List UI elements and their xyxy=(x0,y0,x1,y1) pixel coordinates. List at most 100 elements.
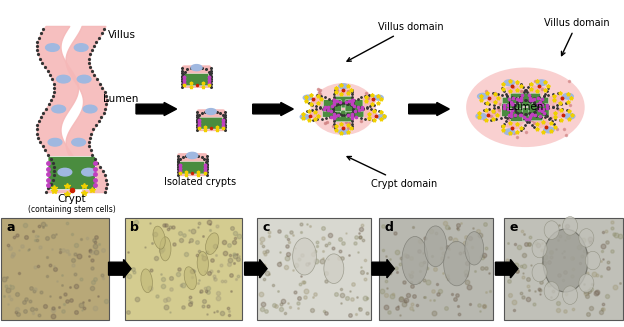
FancyBboxPatch shape xyxy=(510,108,530,121)
FancyBboxPatch shape xyxy=(323,106,341,117)
Circle shape xyxy=(504,80,514,86)
Ellipse shape xyxy=(141,269,152,293)
Text: c: c xyxy=(262,221,270,234)
FancyBboxPatch shape xyxy=(197,109,225,131)
FancyBboxPatch shape xyxy=(504,218,623,319)
Circle shape xyxy=(72,138,85,146)
Text: Lumen: Lumen xyxy=(103,94,139,104)
Ellipse shape xyxy=(543,229,588,292)
Text: Villus: Villus xyxy=(108,30,136,40)
Polygon shape xyxy=(515,104,551,128)
Ellipse shape xyxy=(153,226,165,249)
Ellipse shape xyxy=(465,232,484,265)
FancyBboxPatch shape xyxy=(522,108,543,121)
Circle shape xyxy=(563,94,573,99)
Ellipse shape xyxy=(160,237,171,261)
Circle shape xyxy=(300,114,310,119)
Circle shape xyxy=(77,75,91,83)
Text: Lumen: Lumen xyxy=(508,102,543,112)
FancyBboxPatch shape xyxy=(529,97,548,111)
Ellipse shape xyxy=(544,221,559,239)
FancyBboxPatch shape xyxy=(177,153,207,176)
Circle shape xyxy=(191,65,202,71)
Polygon shape xyxy=(310,97,348,114)
Circle shape xyxy=(83,105,97,113)
FancyBboxPatch shape xyxy=(180,162,205,174)
Ellipse shape xyxy=(544,282,559,300)
Polygon shape xyxy=(340,104,378,118)
FancyBboxPatch shape xyxy=(346,106,364,117)
Text: Crypt domain: Crypt domain xyxy=(347,157,437,189)
Polygon shape xyxy=(308,104,346,118)
FancyBboxPatch shape xyxy=(502,97,522,111)
Ellipse shape xyxy=(532,263,547,282)
FancyBboxPatch shape xyxy=(334,110,352,122)
Polygon shape xyxy=(485,101,529,118)
Ellipse shape xyxy=(579,229,594,247)
FancyBboxPatch shape xyxy=(502,103,522,116)
FancyBboxPatch shape xyxy=(529,103,549,116)
Ellipse shape xyxy=(197,251,208,276)
Ellipse shape xyxy=(402,236,428,284)
Circle shape xyxy=(377,114,386,119)
Polygon shape xyxy=(333,90,353,109)
FancyBboxPatch shape xyxy=(510,93,530,106)
Circle shape xyxy=(565,113,575,119)
FancyBboxPatch shape xyxy=(48,156,95,190)
Circle shape xyxy=(82,168,95,176)
Ellipse shape xyxy=(444,241,470,286)
Circle shape xyxy=(504,129,514,135)
FancyBboxPatch shape xyxy=(182,65,211,88)
Text: Isolated crypts: Isolated crypts xyxy=(163,177,236,187)
Circle shape xyxy=(206,109,217,114)
FancyArrow shape xyxy=(253,102,293,115)
Circle shape xyxy=(537,80,547,86)
FancyBboxPatch shape xyxy=(334,96,352,108)
Circle shape xyxy=(544,127,554,133)
Text: b: b xyxy=(130,221,139,234)
FancyArrow shape xyxy=(245,259,267,278)
Circle shape xyxy=(57,75,71,83)
FancyBboxPatch shape xyxy=(379,218,493,319)
Circle shape xyxy=(187,152,198,159)
FancyArrow shape xyxy=(109,259,131,278)
FancyBboxPatch shape xyxy=(345,100,363,111)
Ellipse shape xyxy=(293,238,316,275)
Polygon shape xyxy=(505,85,536,110)
Polygon shape xyxy=(520,95,565,113)
Circle shape xyxy=(46,44,59,51)
Circle shape xyxy=(476,113,486,119)
Text: Villus domain: Villus domain xyxy=(544,18,610,56)
Polygon shape xyxy=(515,85,545,110)
Ellipse shape xyxy=(563,286,578,304)
FancyArrow shape xyxy=(372,259,394,278)
FancyBboxPatch shape xyxy=(184,74,209,86)
Circle shape xyxy=(48,138,62,146)
Ellipse shape xyxy=(585,251,600,270)
FancyBboxPatch shape xyxy=(1,218,109,319)
Ellipse shape xyxy=(311,83,376,135)
Text: (containing stem cells): (containing stem cells) xyxy=(28,205,115,214)
Ellipse shape xyxy=(424,226,447,267)
Polygon shape xyxy=(333,109,353,129)
Circle shape xyxy=(303,95,312,100)
Circle shape xyxy=(58,168,72,176)
Circle shape xyxy=(477,94,488,99)
FancyBboxPatch shape xyxy=(323,100,341,111)
Text: a: a xyxy=(6,221,15,234)
Ellipse shape xyxy=(466,67,585,147)
FancyBboxPatch shape xyxy=(125,218,242,319)
Text: Crypt: Crypt xyxy=(57,195,86,204)
Circle shape xyxy=(52,105,66,113)
FancyArrow shape xyxy=(409,102,449,115)
Text: e: e xyxy=(509,221,518,234)
Ellipse shape xyxy=(324,254,344,284)
Polygon shape xyxy=(522,101,565,118)
Circle shape xyxy=(374,95,383,100)
Ellipse shape xyxy=(532,239,547,258)
Polygon shape xyxy=(338,97,376,114)
FancyBboxPatch shape xyxy=(520,93,540,106)
Polygon shape xyxy=(505,105,536,129)
Text: Villus domain: Villus domain xyxy=(347,22,443,61)
FancyArrow shape xyxy=(136,102,177,115)
